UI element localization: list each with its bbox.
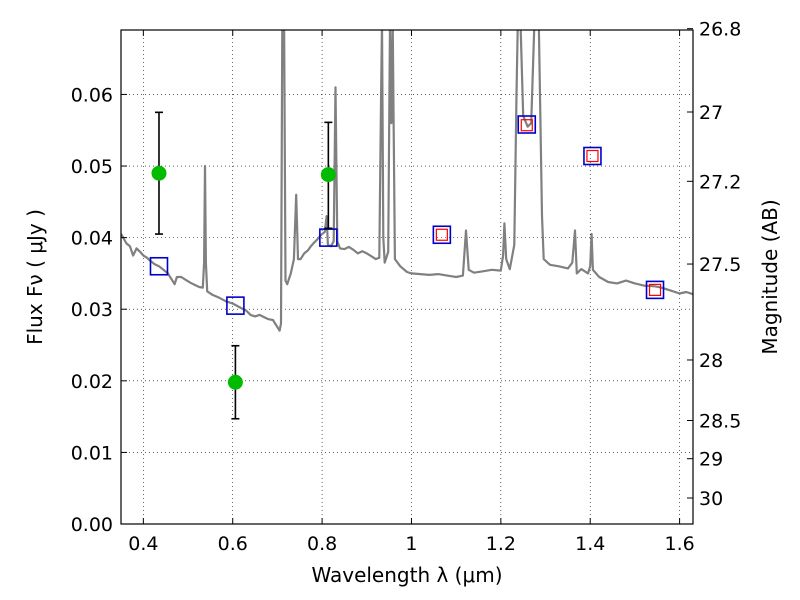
y2-tick-label: 26.8 — [699, 19, 741, 41]
x-tick-label: 1.4 — [575, 533, 605, 555]
y-axis-label: Flux Fν ( μJy ) — [23, 209, 47, 345]
model-photometry-square — [319, 228, 338, 247]
observed-point — [151, 165, 167, 181]
x-tick-label: 1 — [405, 533, 417, 555]
model-photometry-square — [645, 280, 665, 300]
y2-tick-label: 30 — [699, 488, 723, 510]
y-tick-label: 0.03 — [71, 299, 113, 321]
y2-tick-label: 27.2 — [699, 171, 741, 193]
y2-tick-label: 27.5 — [699, 254, 741, 276]
predicted-photometry-square — [520, 119, 533, 132]
observed-point — [227, 374, 243, 390]
x-tick-label: 1.6 — [664, 533, 694, 555]
y2-tick-label: 28 — [699, 350, 723, 372]
model-photometry-square — [432, 225, 452, 245]
axis-ticks: 0.4 0.6 0.8 1 1.2 1.4 1.6 0.00 0.01 0.02 0.03 0.04 0… — [71, 19, 742, 555]
model-photometry-square — [226, 296, 245, 315]
x-axis-label: Wavelength λ (μm) — [311, 563, 502, 587]
observed-point — [320, 167, 336, 183]
x-tick-label: 0.4 — [128, 533, 158, 555]
predicted-photometry-square — [586, 149, 599, 163]
y2-tick-label: 28.5 — [699, 411, 741, 433]
y2-axis-label: Magnitude (AB) — [758, 199, 782, 354]
model-photometry-square — [583, 146, 602, 166]
x-tick-label: 0.6 — [218, 533, 248, 555]
y-tick-label: 0.00 — [71, 514, 113, 536]
y-tick-label: 0.05 — [71, 156, 113, 178]
spectrum-line — [121, 30, 693, 332]
y2-tick-label: 29 — [699, 449, 723, 471]
y-tick-label: 0.01 — [71, 442, 113, 464]
y2-tick-label: 27 — [699, 102, 723, 124]
model-photometry-square — [149, 256, 169, 276]
model-photometry-square — [517, 115, 537, 134]
data-points — [149, 111, 665, 420]
predicted-photometry-square — [435, 228, 448, 241]
spectrum — [121, 30, 693, 332]
predicted-photometry-square — [648, 283, 662, 296]
y-tick-label: 0.04 — [71, 228, 113, 250]
y-tick-label: 0.02 — [71, 371, 113, 393]
x-tick-label: 1.2 — [486, 533, 516, 555]
plot-frame — [120, 29, 694, 525]
y-tick-label: 0.06 — [71, 84, 113, 106]
x-tick-label: 0.8 — [307, 533, 337, 555]
